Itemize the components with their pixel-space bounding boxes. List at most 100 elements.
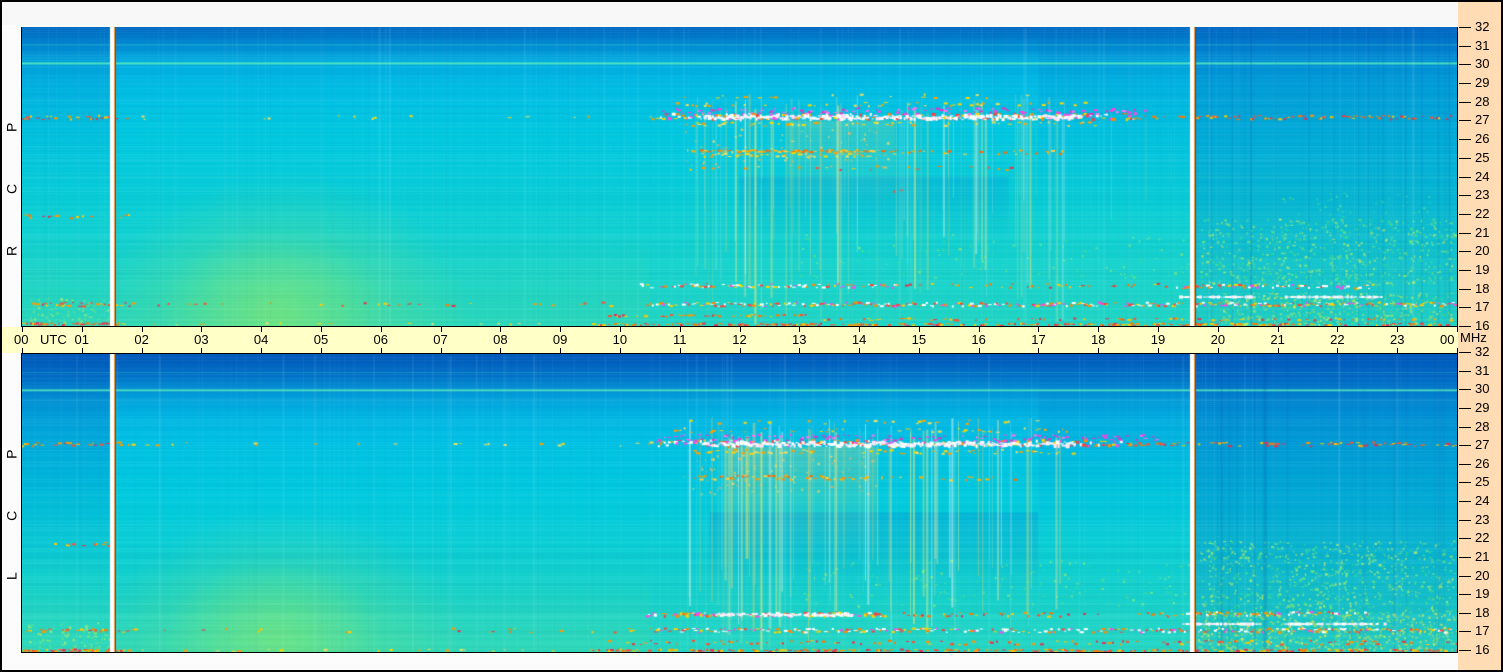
- time-tick-label: 03: [194, 332, 209, 347]
- time-tick: [1038, 348, 1040, 353]
- freq-tick-label: 23: [1475, 511, 1490, 527]
- freq-tick-label: 26: [1475, 455, 1490, 471]
- freq-tick-label: 18: [1475, 280, 1490, 296]
- freq-tick: [1459, 370, 1471, 372]
- time-tick-label: 00: [14, 332, 29, 347]
- freq-tick: [1459, 139, 1471, 141]
- freq-tick: [1459, 64, 1471, 66]
- time-tick-label: 17: [1031, 332, 1046, 347]
- time-tick: [918, 327, 920, 332]
- time-tick-label: 06: [373, 332, 388, 347]
- freq-tick-label: 24: [1475, 168, 1490, 184]
- freq-tick: [1459, 157, 1471, 159]
- freq-tick-label: 26: [1475, 131, 1490, 147]
- freq-tick-label: 23: [1475, 187, 1490, 203]
- time-tick: [1457, 348, 1458, 353]
- time-tick: [1457, 327, 1458, 332]
- freq-tick-label: 30: [1475, 56, 1490, 72]
- spectrogram-panel-rcp: [21, 27, 1458, 327]
- time-tick: [201, 327, 203, 332]
- time-tick: [978, 327, 980, 332]
- freq-tick-label: 31: [1475, 362, 1490, 378]
- time-tick: [739, 327, 741, 332]
- freq-tick: [1459, 426, 1471, 428]
- time-tick: [739, 348, 741, 353]
- time-tick: [918, 348, 920, 353]
- time-tick: [380, 348, 382, 353]
- time-tick-label: 13: [792, 332, 807, 347]
- freq-tick: [1459, 538, 1471, 540]
- freq-tick-label: 25: [1475, 149, 1490, 165]
- freq-tick: [1459, 407, 1471, 409]
- time-tick: [500, 348, 502, 353]
- time-tick-label: 14: [851, 332, 867, 347]
- time-tick: [320, 327, 322, 332]
- time-tick: [799, 327, 801, 332]
- plot-area-background: AJ4CO Observatory 23 Jul 2017 - DPS on T…: [2, 2, 1458, 670]
- time-tick: [1277, 327, 1279, 332]
- freq-tick-label: 28: [1475, 418, 1490, 434]
- freq-tick-label: 20: [1475, 567, 1490, 583]
- freq-tick-label: 30: [1475, 381, 1490, 397]
- freq-tick: [1459, 213, 1471, 215]
- time-tick: [22, 327, 23, 332]
- freq-tick: [1459, 269, 1471, 271]
- time-tick: [320, 348, 322, 353]
- time-tick-label: 10: [612, 332, 628, 347]
- time-tick: [1098, 327, 1100, 332]
- time-tick-label: 15: [911, 332, 927, 347]
- panel-label-lcp: L C P: [3, 425, 20, 581]
- freq-tick: [1459, 463, 1471, 465]
- time-tick-label: 11: [672, 332, 687, 347]
- time-tick: [201, 348, 203, 353]
- freq-tick-label: 20: [1475, 243, 1490, 259]
- time-tick: [1397, 348, 1399, 353]
- time-tick: [81, 348, 83, 353]
- time-tick-label: 12: [732, 332, 747, 347]
- freq-tick: [1459, 612, 1471, 614]
- freq-tick: [1459, 482, 1471, 484]
- freq-tick: [1459, 650, 1471, 651]
- freq-tick: [1459, 101, 1471, 103]
- utc-label: UTC: [40, 332, 67, 347]
- freq-tick-label: 17: [1475, 623, 1490, 639]
- spectrogram-canvas-lcp: [22, 354, 1457, 652]
- time-tick-label: 01: [74, 332, 90, 347]
- freq-tick: [1459, 352, 1471, 353]
- time-tick: [1337, 348, 1339, 353]
- time-tick: [81, 327, 83, 332]
- freq-tick: [1459, 445, 1471, 447]
- title-bar: AJ4CO Observatory 23 Jul 2017 - DPS on T…: [2, 2, 1458, 45]
- freq-tick: [1459, 83, 1471, 85]
- freq-tick: [1459, 575, 1471, 577]
- freq-tick: [1459, 389, 1471, 391]
- time-tick-label: 18: [1091, 332, 1106, 347]
- freq-tick-label: 24: [1475, 493, 1490, 508]
- time-tick: [859, 327, 861, 332]
- freq-tick: [1459, 232, 1471, 234]
- time-axis: 00 UTC 01 02 03 04 05 06 07 08 09 10 11 12 13 14 15 16 17 1…: [2, 327, 1458, 353]
- freq-tick-label: 29: [1475, 75, 1490, 91]
- time-tick-label: 04: [253, 332, 269, 347]
- freq-tick: [1459, 251, 1471, 253]
- time-tick: [799, 348, 801, 353]
- freq-tick-label: 32: [1475, 344, 1490, 359]
- time-tick: [1098, 348, 1100, 353]
- time-tick: [619, 348, 621, 353]
- freq-tick-label: 21: [1475, 224, 1490, 240]
- freq-tick-label: 21: [1475, 548, 1490, 564]
- time-tick: [1277, 348, 1279, 353]
- freq-tick-label: 22: [1475, 205, 1490, 221]
- time-tick-label: 07: [433, 332, 448, 347]
- freq-tick: [1459, 195, 1471, 197]
- mhz-unit-label: MHz: [1460, 330, 1487, 345]
- time-tick: [141, 327, 143, 332]
- time-tick-label: 05: [313, 332, 329, 347]
- freq-tick: [1459, 176, 1471, 178]
- freq-tick-label: 16: [1475, 642, 1490, 657]
- freq-tick: [1459, 326, 1471, 327]
- time-tick: [1337, 327, 1339, 332]
- time-tick: [1397, 327, 1399, 332]
- freq-tick: [1459, 307, 1471, 309]
